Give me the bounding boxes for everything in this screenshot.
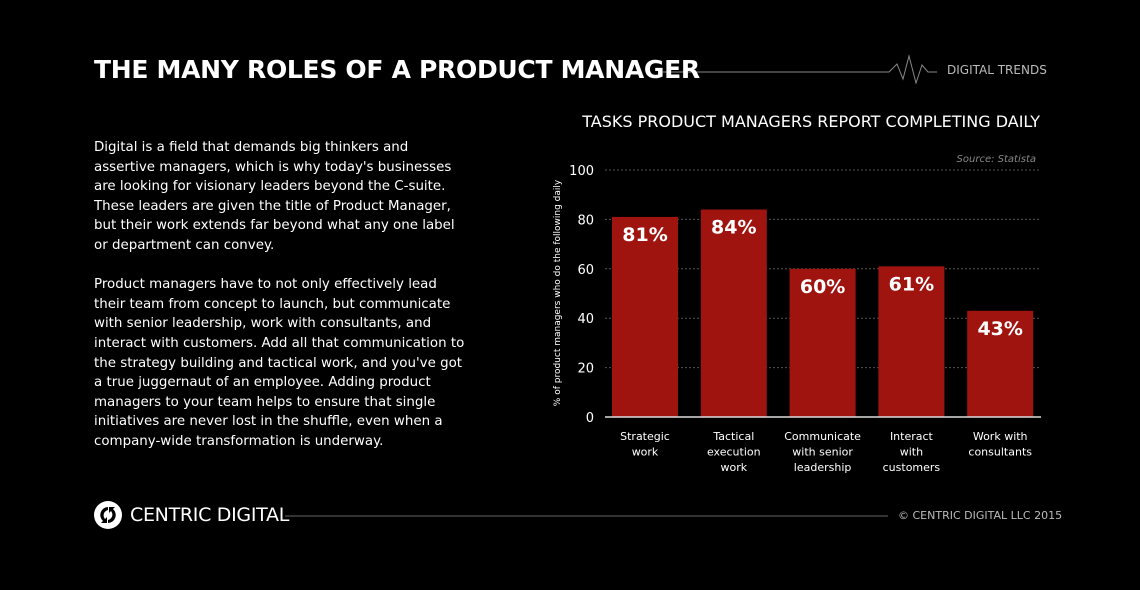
y-tick-label: 80 (577, 213, 594, 228)
data-label: 60% (800, 276, 845, 298)
bar (612, 216, 678, 417)
x-tick-label: work (720, 461, 747, 474)
centric-digital-logo: CENTRIC DIGITAL (94, 501, 289, 529)
x-tick-label: Strategic (620, 430, 670, 443)
copyright: © CENTRIC DIGITAL LLC 2015 (898, 509, 1063, 522)
bar (789, 268, 856, 417)
paragraph: Product managers have to not only effect… (94, 277, 465, 449)
bar (700, 209, 767, 417)
x-tick-label: Work with (973, 430, 1028, 443)
x-tick-label: work (632, 446, 659, 459)
x-tick-label: Interact (890, 430, 934, 443)
x-tick-label: Communicate (784, 430, 861, 443)
bar (878, 266, 945, 417)
source-label: Source: Statista (957, 154, 1036, 165)
data-label: 84% (711, 217, 756, 239)
x-tick-label: Tactical (712, 430, 754, 443)
data-label: 43% (977, 318, 1022, 340)
y-tick-label: 40 (577, 312, 594, 327)
data-label: 61% (889, 273, 934, 295)
x-tick-label: with (900, 446, 923, 459)
heartbeat-line (663, 54, 937, 85)
y-tick-label: 100 (569, 164, 594, 179)
page-title: THE MANY ROLES OF A PRODUCT MANAGER (94, 55, 700, 84)
data-label: 81% (622, 224, 667, 246)
x-tick-label: customers (883, 461, 941, 474)
y-axis-label: % of product managers who do the followi… (553, 179, 563, 406)
logo-text: CENTRIC DIGITAL (130, 504, 289, 526)
x-tick-label: consultants (968, 446, 1032, 459)
bar (967, 310, 1034, 417)
y-tick-label: 0 (586, 411, 594, 426)
x-tick-label: with senior (792, 446, 853, 459)
y-tick-label: 60 (577, 263, 594, 278)
x-tick-label: leadership (794, 461, 852, 474)
brand-label: DIGITAL TRENDS (947, 63, 1047, 77)
body-text: Digital is a field that demands big thin… (94, 138, 466, 471)
paragraph: Digital is a field that demands big thin… (94, 140, 455, 253)
logo-icon (94, 501, 122, 529)
chart-title: TASKS PRODUCT MANAGERS REPORT COMPLETING… (582, 112, 1040, 131)
x-tick-label: execution (707, 446, 761, 459)
y-tick-label: 20 (577, 362, 594, 377)
